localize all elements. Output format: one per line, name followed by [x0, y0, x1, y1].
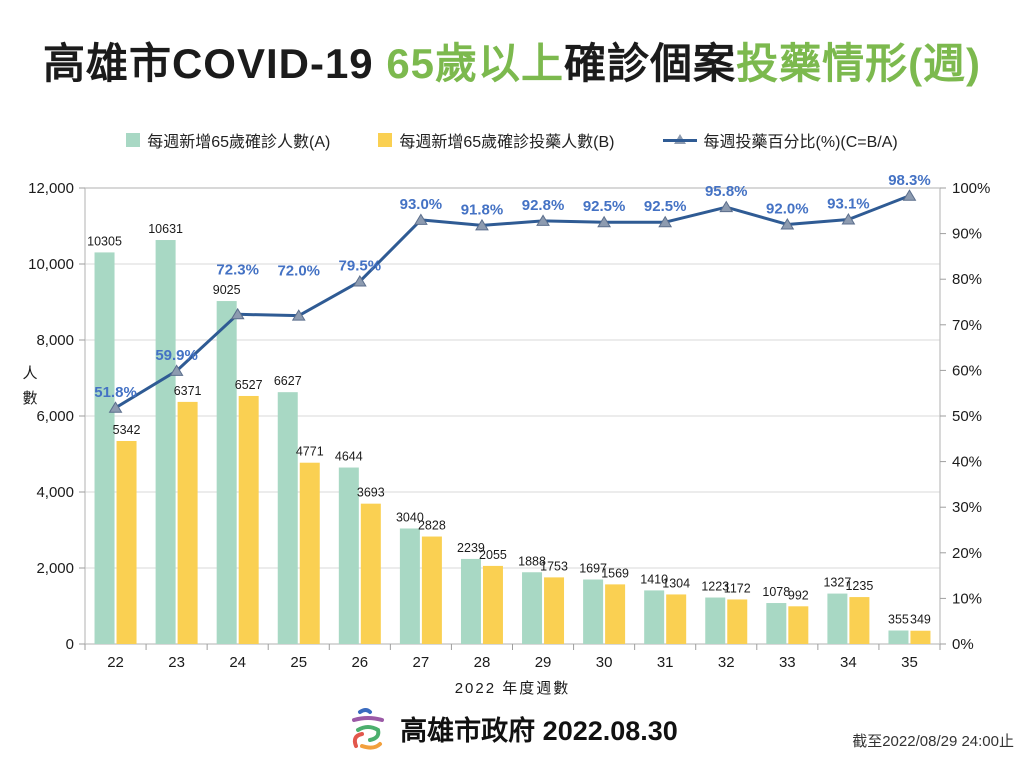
svg-text:70%: 70% — [952, 317, 982, 334]
svg-text:20%: 20% — [952, 545, 982, 562]
svg-text:80%: 80% — [952, 271, 982, 288]
svg-text:28: 28 — [474, 654, 491, 671]
legend-item-confirmed: 每週新增65歲確診人數(A) — [126, 128, 330, 152]
legend-label: 每週新增65歲確診投藥人數(B) — [399, 134, 615, 151]
svg-text:1327: 1327 — [823, 576, 851, 590]
svg-text:91.8%: 91.8% — [461, 201, 504, 218]
svg-text:95.8%: 95.8% — [705, 183, 748, 200]
svg-text:349: 349 — [910, 613, 931, 627]
title-segment-highlight: 65歲以上 — [386, 40, 565, 87]
svg-text:4644: 4644 — [335, 450, 363, 464]
line-marker-icon — [662, 139, 697, 142]
svg-text:355: 355 — [888, 613, 909, 627]
svg-text:3040: 3040 — [396, 510, 424, 524]
legend-line-marker-icon — [662, 133, 697, 147]
svg-text:4,000: 4,000 — [36, 484, 74, 501]
svg-text:12,000: 12,000 — [28, 180, 74, 197]
footer-org-date: 高雄市政府 2022.08.30 — [400, 715, 678, 746]
svg-text:1223: 1223 — [701, 580, 729, 594]
svg-text:40%: 40% — [952, 454, 982, 471]
svg-text:93.0%: 93.0% — [400, 196, 443, 213]
svg-text:33: 33 — [779, 654, 796, 671]
svg-text:27: 27 — [413, 654, 430, 671]
svg-text:30: 30 — [596, 654, 613, 671]
svg-text:72.0%: 72.0% — [277, 263, 320, 280]
legend-swatch-teal-icon — [126, 133, 141, 147]
svg-text:10%: 10% — [952, 590, 982, 607]
svg-text:10631: 10631 — [148, 222, 183, 236]
svg-text:1172: 1172 — [724, 581, 751, 595]
svg-text:3693: 3693 — [357, 486, 385, 500]
title-segment-highlight: 投藥情形(週) — [736, 40, 982, 87]
svg-text:50%: 50% — [952, 408, 982, 425]
svg-text:23: 23 — [168, 654, 185, 671]
svg-text:1753: 1753 — [540, 559, 568, 573]
svg-text:1697: 1697 — [579, 562, 607, 576]
legend-item-medicated: 每週新增65歲確診投藥人數(B) — [378, 128, 615, 152]
svg-text:34: 34 — [840, 654, 857, 671]
svg-text:31: 31 — [657, 654, 674, 671]
svg-text:35: 35 — [901, 654, 918, 671]
title-segment: 高雄市COVID-19 — [42, 40, 387, 87]
svg-text:1569: 1569 — [601, 566, 629, 580]
svg-text:51.8%: 51.8% — [94, 384, 137, 401]
svg-text:26: 26 — [351, 654, 368, 671]
svg-text:2055: 2055 — [479, 548, 507, 562]
svg-text:92.5%: 92.5% — [644, 198, 687, 215]
chart-legend: 每週新增65歲確診人數(A) 每週新增65歲確診投藥人數(B) 每週投藥百分比(… — [0, 128, 1024, 152]
legend-item-percentage: 每週投藥百分比(%)(C=B/A) — [662, 128, 898, 152]
svg-text:8,000: 8,000 — [36, 332, 74, 349]
svg-text:92.8%: 92.8% — [522, 197, 565, 214]
data-cutoff-note: 截至2022/08/29 24:00止 — [852, 733, 1014, 750]
svg-text:9025: 9025 — [213, 283, 241, 297]
svg-text:1410: 1410 — [640, 572, 668, 586]
svg-text:6,000: 6,000 — [36, 408, 74, 425]
svg-text:32: 32 — [718, 654, 735, 671]
svg-text:2828: 2828 — [418, 519, 446, 533]
svg-text:59.9%: 59.9% — [155, 347, 198, 364]
svg-text:98.3%: 98.3% — [888, 172, 931, 189]
svg-text:6371: 6371 — [174, 384, 202, 398]
svg-text:2022 年度週數: 2022 年度週數 — [455, 680, 571, 697]
svg-text:72.3%: 72.3% — [216, 261, 259, 278]
svg-text:29: 29 — [535, 654, 552, 671]
svg-text:2239: 2239 — [457, 541, 485, 555]
svg-text:30%: 30% — [952, 499, 982, 516]
svg-text:10,000: 10,000 — [28, 256, 74, 273]
chart-canvas: 0 2,000 4,000 6,000 8,000 10,000 12,000 0% 10% 20… — [22, 172, 990, 697]
svg-text:6527: 6527 — [235, 378, 263, 392]
svg-text:1078: 1078 — [762, 585, 790, 599]
svg-text:5342: 5342 — [113, 423, 141, 437]
svg-text:2,000: 2,000 — [36, 560, 74, 577]
svg-text:992: 992 — [788, 588, 809, 602]
svg-text:1235: 1235 — [845, 579, 873, 593]
svg-text:100%: 100% — [952, 180, 990, 197]
svg-text:6627: 6627 — [274, 374, 302, 388]
page-title: 高雄市COVID-19 65歲以上確診個案投藥情形(週) — [0, 30, 1024, 91]
svg-text:22: 22 — [107, 654, 124, 671]
kaohsiung-city-logo-icon — [352, 708, 385, 750]
title-segment: 確診個案 — [564, 40, 737, 87]
svg-text:0: 0 — [66, 636, 74, 653]
svg-text:93.1%: 93.1% — [827, 195, 870, 212]
legend-swatch-yellow-icon — [378, 133, 393, 147]
svg-text:92.0%: 92.0% — [766, 200, 809, 217]
svg-text:60%: 60% — [952, 362, 982, 379]
svg-text:79.5%: 79.5% — [339, 257, 382, 274]
svg-text:0%: 0% — [952, 636, 974, 653]
legend-label: 每週新增65歲確診人數(A) — [147, 134, 331, 151]
footer: 高雄市政府 2022.08.30 — [0, 706, 1024, 750]
svg-text:25: 25 — [290, 654, 307, 671]
svg-text:90%: 90% — [952, 226, 982, 243]
svg-text:24: 24 — [229, 654, 246, 671]
svg-text:10305: 10305 — [87, 234, 122, 248]
svg-text:人數: 人數 — [22, 365, 37, 407]
svg-text:92.5%: 92.5% — [583, 198, 626, 215]
legend-label: 每週投藥百分比(%)(C=B/A) — [703, 134, 898, 151]
svg-text:1304: 1304 — [662, 576, 690, 590]
svg-text:1888: 1888 — [518, 554, 546, 568]
svg-text:4771: 4771 — [296, 445, 324, 459]
